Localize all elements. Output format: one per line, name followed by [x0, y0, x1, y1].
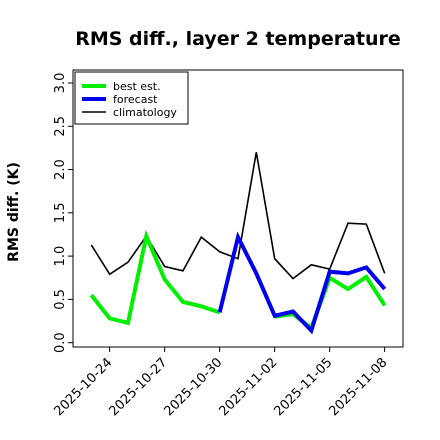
- y-tick-label: 0.5: [53, 289, 68, 310]
- legend-label: best est.: [113, 80, 161, 93]
- y-tick-label: 2.5: [53, 116, 68, 137]
- y-tick-label: 0.0: [53, 332, 68, 353]
- x-tick-label: 2025-10-30: [161, 355, 225, 419]
- chart-title: RMS diff., layer 2 temperature: [75, 28, 401, 50]
- y-tick-label: 2.0: [53, 159, 68, 180]
- legend-label: forecast: [113, 93, 158, 106]
- series-overlay-line: [274, 274, 387, 332]
- series-best-est-line: [89, 229, 221, 326]
- y-tick-label: 1.5: [53, 202, 68, 223]
- y-axis-label: RMS diff. (K): [6, 162, 22, 262]
- y-tick-label: 1.0: [53, 246, 68, 267]
- y-axis: 0.0 0.5 1.0 1.5 2.0 2.5 3.0: [53, 73, 73, 353]
- x-tick-label: 2025-11-02: [216, 355, 280, 419]
- plot-area: [72, 69, 404, 348]
- x-tick-label: 2025-11-08: [326, 355, 390, 419]
- y-tick-label: 3.0: [53, 73, 68, 94]
- legend-label: climatology: [113, 106, 177, 119]
- x-tick-label: 2025-11-05: [271, 355, 335, 419]
- series-forecast-line: [217, 231, 387, 335]
- x-tick-label: 2025-10-27: [106, 355, 170, 419]
- x-axis: 2025-10-242025-10-272025-10-302025-11-02…: [51, 347, 390, 419]
- series-climatology-line: [90, 152, 386, 280]
- series-layer: [89, 152, 387, 335]
- x-tick-label: 2025-10-24: [51, 355, 115, 419]
